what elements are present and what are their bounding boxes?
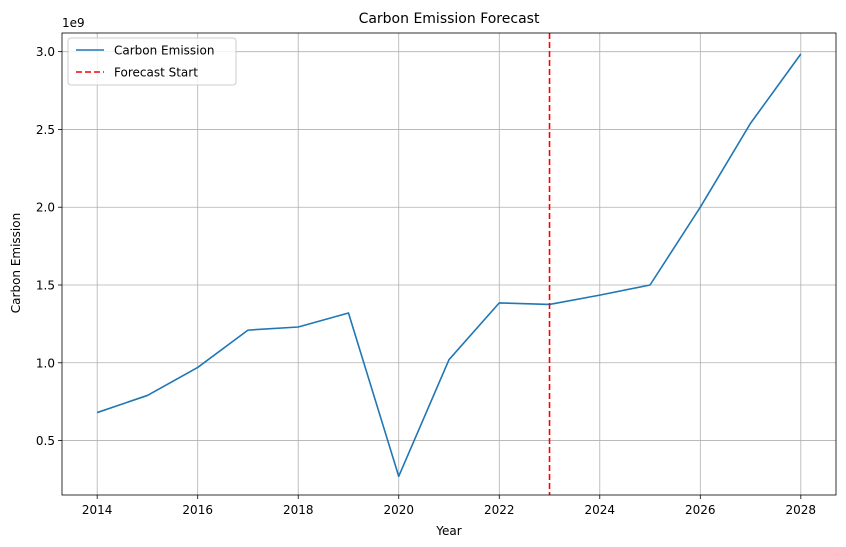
x-tick-label: 2020 bbox=[383, 503, 414, 517]
ticks: 2014 2016 2018 2020 2022 2024 2026 2028 0.5 1.0 1.… bbox=[36, 45, 816, 517]
y-axis-title: Carbon Emission bbox=[9, 213, 23, 313]
x-tick-label: 2026 bbox=[685, 503, 716, 517]
series-line-carbon-emission bbox=[96, 53, 802, 478]
y-tick-label: 1.0 bbox=[36, 356, 55, 370]
y-tick-label: 2.5 bbox=[36, 123, 55, 137]
y-tick-label: 0.5 bbox=[36, 434, 55, 448]
x-axis-title: Year bbox=[435, 524, 461, 538]
y-offset-label: 1e9 bbox=[62, 16, 85, 30]
x-tick-label: 2014 bbox=[82, 503, 113, 517]
x-tick-label: 2018 bbox=[283, 503, 314, 517]
x-tick-label: 2016 bbox=[182, 503, 213, 517]
y-tick-label: 3.0 bbox=[36, 45, 55, 59]
x-tick-label: 2028 bbox=[786, 503, 817, 517]
legend-label-carbon-emission: Carbon Emission bbox=[114, 44, 214, 58]
legend-label-forecast-start: Forecast Start bbox=[114, 66, 198, 80]
plot-frame bbox=[61, 32, 837, 496]
legend-box bbox=[67, 37, 237, 86]
x-tick-label: 2022 bbox=[484, 503, 515, 517]
y-tick-label: 1.5 bbox=[36, 279, 55, 293]
legend: Carbon Emission Forecast Start bbox=[67, 37, 237, 86]
grid bbox=[62, 33, 836, 495]
y-tick-label: 2.0 bbox=[36, 201, 55, 215]
series-layer bbox=[96, 33, 802, 495]
chart-title: Carbon Emission Forecast bbox=[359, 11, 540, 27]
x-tick-label: 2024 bbox=[585, 503, 616, 517]
axes bbox=[61, 32, 837, 496]
